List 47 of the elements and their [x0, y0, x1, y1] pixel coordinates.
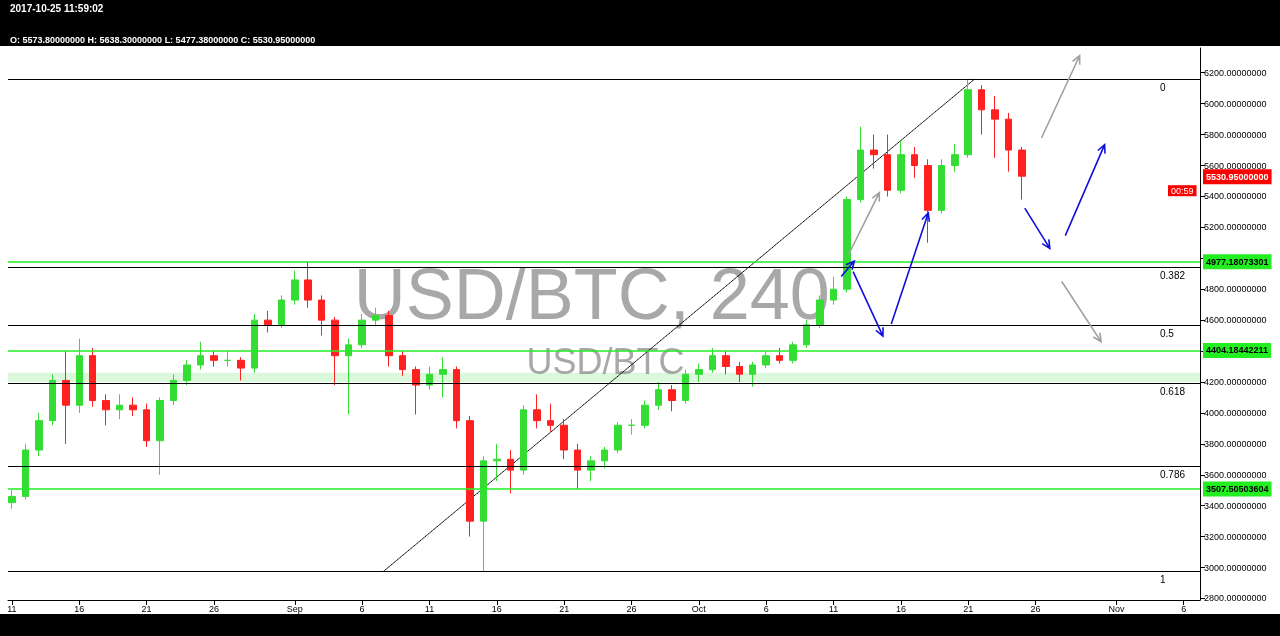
x-tick-label: Nov [1108, 603, 1125, 614]
y-tick-label: 3400.00000000 [1204, 500, 1267, 511]
y-tick-label: 3800.00000000 [1204, 438, 1267, 449]
x-tick-label: 6 [1181, 603, 1187, 614]
y-tick-label: 5800.00000000 [1204, 129, 1267, 140]
ref-line-label: 3507.50503604 [1206, 484, 1269, 495]
x-tick-label: Sep [286, 603, 303, 614]
x-tick-label: 21 [141, 603, 152, 614]
x-tick-label: 26 [208, 603, 219, 614]
annotation: 00:59 [1171, 185, 1194, 196]
x-tick-label: 26 [626, 603, 637, 614]
ref-line-label: 4977.18073301 [1206, 256, 1269, 267]
ref-line-label: 4404.18442211 [1206, 345, 1269, 356]
y-tick-label: 4200.00000000 [1204, 376, 1267, 387]
x-tick-label: 21 [963, 603, 974, 614]
x-tick-label: 26 [1030, 603, 1041, 614]
y-tick-label: 3000.00000000 [1204, 562, 1267, 573]
x-tick-label: Oct [691, 603, 707, 614]
y-tick-label: 4600.00000000 [1204, 315, 1267, 326]
text: 5530.95000000 [1206, 171, 1269, 182]
y-tick-label: 5400.00000000 [1204, 191, 1267, 202]
y-tick-label: 4800.00000000 [1204, 284, 1267, 295]
annotation: 0.382 [1160, 270, 1186, 282]
annotation: 1 [1160, 573, 1166, 585]
x-tick-label: 6 [359, 603, 365, 614]
chart-subtitle: 2017-10-25 11:59:02 [10, 3, 104, 14]
y-tick-label: 3200.00000000 [1204, 531, 1267, 542]
x-tick-label: 6 [763, 603, 769, 614]
x-tick-label: 16 [491, 603, 502, 614]
y-tick-label: 2800.00000000 [1204, 593, 1267, 604]
x-tick-label: 11 [828, 603, 839, 614]
x-tick-label: 11 [424, 603, 435, 614]
annotation: 0.786 [1160, 468, 1186, 480]
y-tick-label: 5600.00000000 [1204, 160, 1267, 171]
y-tick-label: 3600.00000000 [1204, 469, 1267, 480]
x-tick-label: 21 [559, 603, 570, 614]
y-tick-label: 6200.00000000 [1204, 67, 1267, 78]
annotation: 0.618 [1160, 386, 1186, 398]
x-tick-label: 16 [895, 603, 906, 614]
y-tick-label: 5200.00000000 [1204, 222, 1267, 233]
y-tick-label: 6000.00000000 [1204, 98, 1267, 109]
annotation: 0.5 [1160, 328, 1175, 340]
x-tick-label: 16 [74, 603, 85, 614]
y-tick-label: 4000.00000000 [1204, 407, 1267, 418]
text: O: 5573.80000000 H: 5638.30000000 L: 5477.38000000 C: 5530.95000000 [10, 35, 316, 45]
annotation: 0 [1160, 82, 1166, 94]
x-tick-label: 11 [7, 603, 17, 614]
